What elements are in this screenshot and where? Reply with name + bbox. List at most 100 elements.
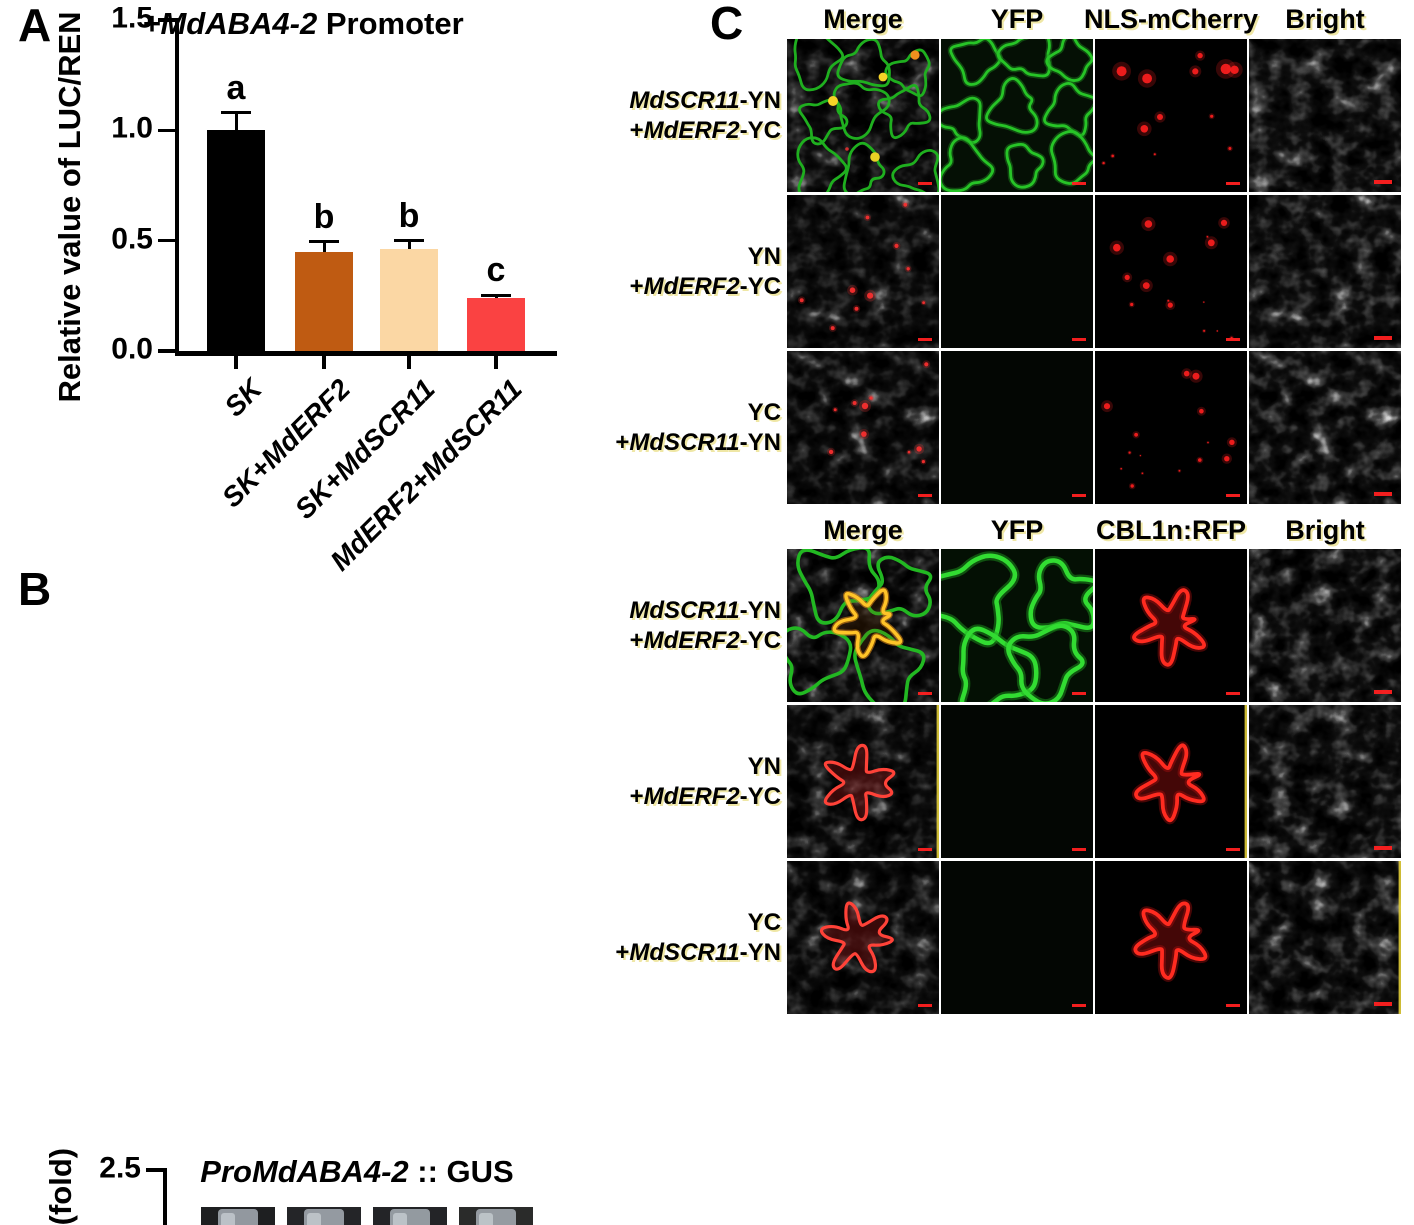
- yellow-edge-artifact: [936, 705, 939, 858]
- error-bar-cap: [394, 238, 424, 243]
- gene-name: MdERF2: [643, 782, 740, 810]
- gene-name: MdERF2: [643, 626, 740, 654]
- tube-photo: 1.0: [287, 1207, 361, 1225]
- gene-name: ProMdABA4-2: [200, 1154, 409, 1189]
- label-text: YN: [747, 242, 781, 270]
- label-text: :: GUS: [408, 1154, 514, 1189]
- x-tick: [234, 355, 238, 369]
- bifc-row-label: MdSCR11-YN +MdERF2-YC: [629, 86, 781, 146]
- yellow-edge-artifact: [1398, 861, 1401, 1014]
- column-header-yfp: YFP: [990, 4, 1044, 34]
- label-text: -YC: [739, 626, 781, 654]
- bar-SK+MdERF2: [295, 251, 353, 351]
- label-text: -YN: [739, 428, 781, 456]
- error-bar-stem: [234, 112, 238, 131]
- y-tick-label: 0.0: [111, 332, 153, 366]
- column-header-bright: Bright: [1285, 515, 1365, 545]
- micrograph-merge-green-yellowcell-b2r1c1: [787, 549, 939, 702]
- y-axis-line: [163, 1168, 167, 1225]
- label-text: +: [629, 782, 644, 810]
- sig-letter: b: [313, 197, 335, 236]
- label-text: Promoter: [317, 6, 464, 41]
- column-header-cbl1n-rfp: CBL1n:RFP: [1096, 515, 1246, 545]
- tube-photo: 1.0: [201, 1207, 275, 1225]
- micrograph-bright-reddots-b1r2c1: [787, 195, 939, 348]
- panel-b-label: B: [18, 563, 52, 615]
- x-tick: [322, 355, 326, 369]
- y-tick: [158, 128, 175, 133]
- y-tick: [158, 238, 175, 243]
- y-tick-label: 2.5: [99, 1151, 141, 1185]
- gene-name: MdSCR11: [629, 86, 740, 114]
- tube-photo: 1.0: [459, 1207, 533, 1225]
- x-tick: [494, 355, 498, 369]
- bar-SK+MdSCR11: [380, 249, 438, 351]
- error-bar-stem: [322, 241, 326, 252]
- column-header-bright: Bright: [1285, 4, 1365, 34]
- micrograph-bright-b2r2c4: [1249, 705, 1401, 858]
- row-label-line: YC: [615, 908, 781, 938]
- bifc-row-label: MdSCR11-YN +MdERF2-YC: [629, 596, 781, 656]
- y-tick-label: 1.5: [111, 1, 153, 35]
- yellow-edge-artifact: [1244, 705, 1247, 858]
- y-axis-line: [175, 18, 179, 353]
- micrograph-dark-b1r2c2: [941, 195, 1093, 348]
- bar-MdERF2+MdSCR11: [467, 298, 525, 351]
- micrograph-bright-b2r1c4: [1249, 549, 1401, 702]
- row-label-line: MdSCR11-YN: [629, 596, 781, 626]
- tube-photo: 1.0: [373, 1207, 447, 1225]
- row-label-line: +MdERF2-YC: [630, 782, 781, 812]
- label-text: -YN: [739, 86, 781, 114]
- micrograph-dark-b2r3c2: [941, 861, 1093, 1014]
- micrograph-rfp-cell-b2r2c3: [1095, 705, 1247, 858]
- label-text: -YN: [739, 596, 781, 624]
- micrograph-nls-nuclei-sparse-b1r3c3: [1095, 351, 1247, 504]
- label-text: +: [629, 116, 644, 144]
- row-label-line: +MdERF2-YC: [630, 272, 781, 302]
- micrograph-merge-green-b1r1c1: [787, 39, 939, 192]
- micrograph-bright-b2r3c4: [1249, 861, 1401, 1014]
- label-text: +: [629, 626, 644, 654]
- row-label-line: MdSCR11-YN: [629, 86, 781, 116]
- bifc-row-label: YN +MdERF2-YC: [630, 242, 781, 302]
- y-tick-label: 0.5: [111, 222, 153, 256]
- row-label-line: +MdERF2-YC: [629, 116, 781, 146]
- chart-title: +MdABA4-2 Promoter: [142, 6, 463, 42]
- error-bar-cap: [309, 240, 339, 244]
- bifc-row-label: YC +MdSCR11-YN: [615, 398, 781, 458]
- micrograph-rfp-cell-b2r1c3: [1095, 549, 1247, 702]
- micrograph-nls-nuclei-sparse-b1r2c3: [1095, 195, 1247, 348]
- row-label-line: +MdERF2-YC: [629, 626, 781, 656]
- y-tick-label: 1.0: [111, 111, 153, 145]
- label-text: +: [629, 272, 644, 300]
- y-tick: [158, 349, 175, 353]
- panel-a-label: A: [18, 0, 52, 51]
- y-tick: [158, 18, 175, 22]
- micrograph-dark-b2r2c2: [941, 705, 1093, 858]
- row-label-line: YN: [630, 242, 781, 272]
- y-tick-label: 2.0: [49, 1221, 141, 1225]
- label-text: -YC: [739, 272, 781, 300]
- error-bar-cap: [221, 110, 251, 115]
- gene-name: MdERF2: [643, 116, 740, 144]
- label-text: YN: [747, 752, 781, 780]
- micrograph-yfp-cells-b1r1c2: [941, 39, 1093, 192]
- label-text: YC: [747, 908, 781, 936]
- row-label-line: YN: [630, 752, 781, 782]
- bifc-grid: Merge YFP NLS-mCherry Bright MdSCR11-YN +MdER…: [615, 4, 1401, 1014]
- label-text: +: [615, 428, 630, 456]
- sig-letter: c: [486, 251, 506, 290]
- label-text: -YN: [739, 938, 781, 966]
- chart-title: ProMdABA4-2 :: GUS: [200, 1154, 513, 1190]
- y-tick: [146, 1168, 163, 1172]
- sig-letter: a: [226, 68, 246, 107]
- sig-letter: b: [398, 196, 420, 235]
- column-header-yfp: YFP: [990, 515, 1044, 545]
- micrograph-rfp-cell-b2r3c3: [1095, 861, 1247, 1014]
- row-label-line: +MdSCR11-YN: [615, 938, 781, 968]
- gene-name: MdERF2: [643, 272, 740, 300]
- gene-name: MdSCR11: [629, 596, 740, 624]
- bifc-row-label: YC +MdSCR11-YN: [615, 908, 781, 968]
- micrograph-dark-b1r3c2: [941, 351, 1093, 504]
